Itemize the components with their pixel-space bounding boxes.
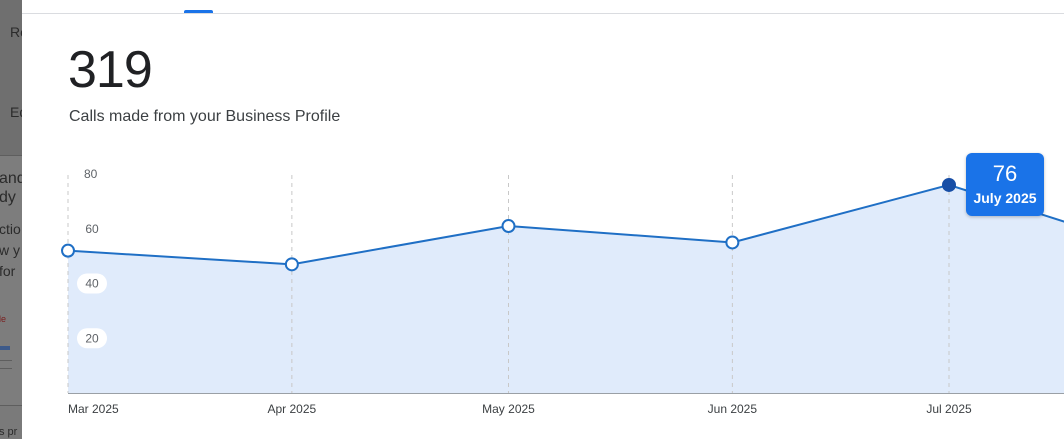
y-tick-label: 20 bbox=[85, 331, 99, 345]
x-tick-label: May 2025 bbox=[482, 402, 535, 416]
calls-subtitle: Calls made from your Business Profile bbox=[69, 108, 341, 125]
background-text: le bbox=[0, 314, 7, 324]
background-divider bbox=[0, 368, 12, 369]
background-text: ctio bbox=[0, 221, 21, 237]
highlighted-data-point bbox=[942, 177, 956, 192]
x-tick-label: Jun 2025 bbox=[708, 402, 758, 416]
chart-tooltip: 76 July 2025 bbox=[966, 153, 1044, 216]
background-text: w y bbox=[0, 242, 20, 258]
background-text: Re bbox=[10, 24, 22, 40]
y-tick-pill bbox=[77, 273, 107, 294]
x-tick-label: Apr 2025 bbox=[268, 402, 317, 416]
y-tick-label: 40 bbox=[85, 277, 99, 291]
background-page: Re Ed and dy ctio w y for le s pr bbox=[0, 0, 22, 439]
background-divider bbox=[0, 360, 12, 361]
background-text: s pr bbox=[0, 426, 18, 438]
background-divider bbox=[0, 155, 22, 156]
y-tick-label: 80 bbox=[84, 167, 98, 181]
background-header bbox=[0, 0, 22, 155]
calls-dialog: 319 Calls made from your Business Profil… bbox=[22, 0, 1064, 439]
background-text: dy bbox=[0, 189, 16, 206]
calls-total: 319 bbox=[68, 41, 153, 99]
y-tick-label: 60 bbox=[85, 222, 99, 236]
data-point bbox=[61, 243, 75, 258]
y-tick-pill bbox=[77, 218, 107, 239]
background-divider bbox=[0, 405, 22, 406]
tooltip-value: 76 bbox=[992, 161, 1018, 186]
background-accent bbox=[0, 346, 10, 350]
tab-bar bbox=[22, 0, 1064, 14]
x-tick-label: Mar 2025 bbox=[68, 402, 119, 416]
data-point bbox=[501, 219, 516, 234]
chart-area bbox=[68, 184, 1064, 393]
tooltip-label: July 2025 bbox=[973, 190, 1037, 206]
background-text: Ed bbox=[10, 104, 22, 120]
active-tab-indicator bbox=[184, 10, 213, 13]
data-point bbox=[725, 235, 740, 250]
background-card bbox=[0, 155, 22, 405]
data-point bbox=[284, 257, 299, 272]
background-text: and bbox=[0, 170, 22, 187]
background-text: for bbox=[0, 263, 16, 279]
x-tick-label: Jul 2025 bbox=[926, 402, 972, 416]
y-tick-pill bbox=[77, 328, 107, 349]
calls-chart: 20 40 60 80 Mar 2025 Apr 2025 May 2025 Jun 2025… bbox=[61, 167, 1064, 416]
